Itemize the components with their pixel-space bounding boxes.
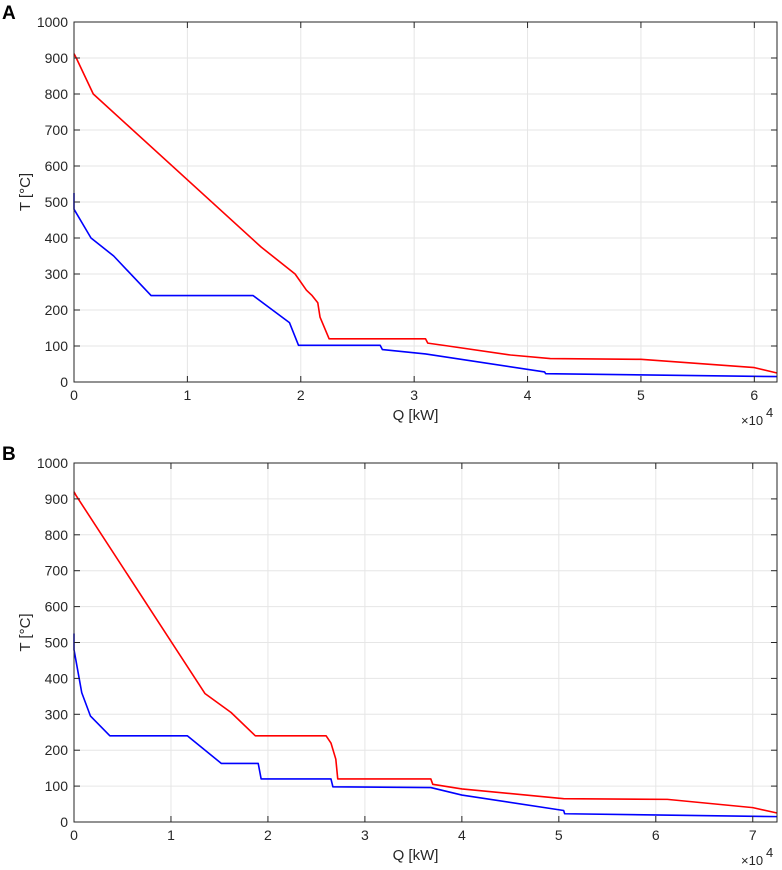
y-tick-label: 500 [45, 194, 69, 210]
y-tick-label: 700 [45, 563, 69, 579]
y-tick-label: 800 [45, 527, 69, 543]
x-tick-label: 2 [297, 387, 305, 403]
series-line-cold [73, 633, 778, 818]
y-tick-label: 1000 [37, 14, 68, 30]
series-line-hot [73, 53, 778, 374]
x-tick-label: 5 [555, 827, 563, 843]
x-tick-label: 5 [637, 387, 645, 403]
y-tick-label: 200 [45, 302, 69, 318]
x-tick-label: 2 [264, 827, 272, 843]
chart-panel-b: 0 1 2 3 4 5 6 7 0 100 200 300 400 500 600 700 800 900 1000… [2, 444, 778, 868]
y-tick-label: 600 [45, 158, 69, 174]
y-tick-label: 600 [45, 599, 69, 615]
x-tick-label: 0 [70, 827, 78, 843]
y-tick-label: 800 [45, 86, 69, 102]
x-tick-label: 1 [183, 387, 191, 403]
x-tick-label: 4 [524, 387, 532, 403]
y-tick-label: 0 [60, 814, 68, 830]
y-axis-label: T [°C] [17, 173, 34, 211]
y-tick-label: 100 [45, 338, 69, 354]
chart-panel-a: 0 1 2 3 4 5 6 0 100 200 300 400 500 600 700 800 900 1000 Q… [2, 3, 778, 428]
y-tick-label: 900 [45, 491, 69, 507]
x-tick-label: 0 [70, 387, 78, 403]
y-tick-label: 700 [45, 122, 69, 138]
x-tick-label: 3 [410, 387, 418, 403]
panel-label: B [2, 444, 16, 465]
y-tick-label: 100 [45, 778, 69, 794]
x-axis-label: Q [kW] [393, 847, 439, 864]
x-axis-multiplier: ×10 [741, 853, 763, 868]
series-line-hot [73, 491, 778, 814]
y-tick-label: 0 [60, 374, 68, 390]
x-tick-label: 6 [750, 387, 758, 403]
x-axis-multiplier-exponent: 4 [766, 845, 773, 860]
x-axis-label: Q [kW] [393, 407, 439, 424]
x-axis-multiplier: ×10 [741, 413, 763, 428]
y-tick-label: 300 [45, 266, 69, 282]
x-tick-label: 4 [458, 827, 466, 843]
x-tick-label: 6 [652, 827, 660, 843]
x-tick-label: 1 [167, 827, 175, 843]
y-tick-label: 500 [45, 635, 69, 651]
y-tick-label: 900 [45, 50, 69, 66]
y-tick-label: 400 [45, 670, 69, 686]
y-tick-label: 400 [45, 230, 69, 246]
x-tick-label: 3 [361, 827, 369, 843]
y-tick-label: 300 [45, 706, 69, 722]
y-tick-label: 200 [45, 742, 69, 758]
y-axis-label: T [°C] [17, 613, 34, 651]
x-tick-label: 7 [749, 827, 757, 843]
panel-label: A [2, 3, 16, 24]
y-tick-label: 1000 [37, 455, 68, 471]
series-line-cold [73, 193, 778, 378]
x-axis-multiplier-exponent: 4 [766, 405, 773, 420]
